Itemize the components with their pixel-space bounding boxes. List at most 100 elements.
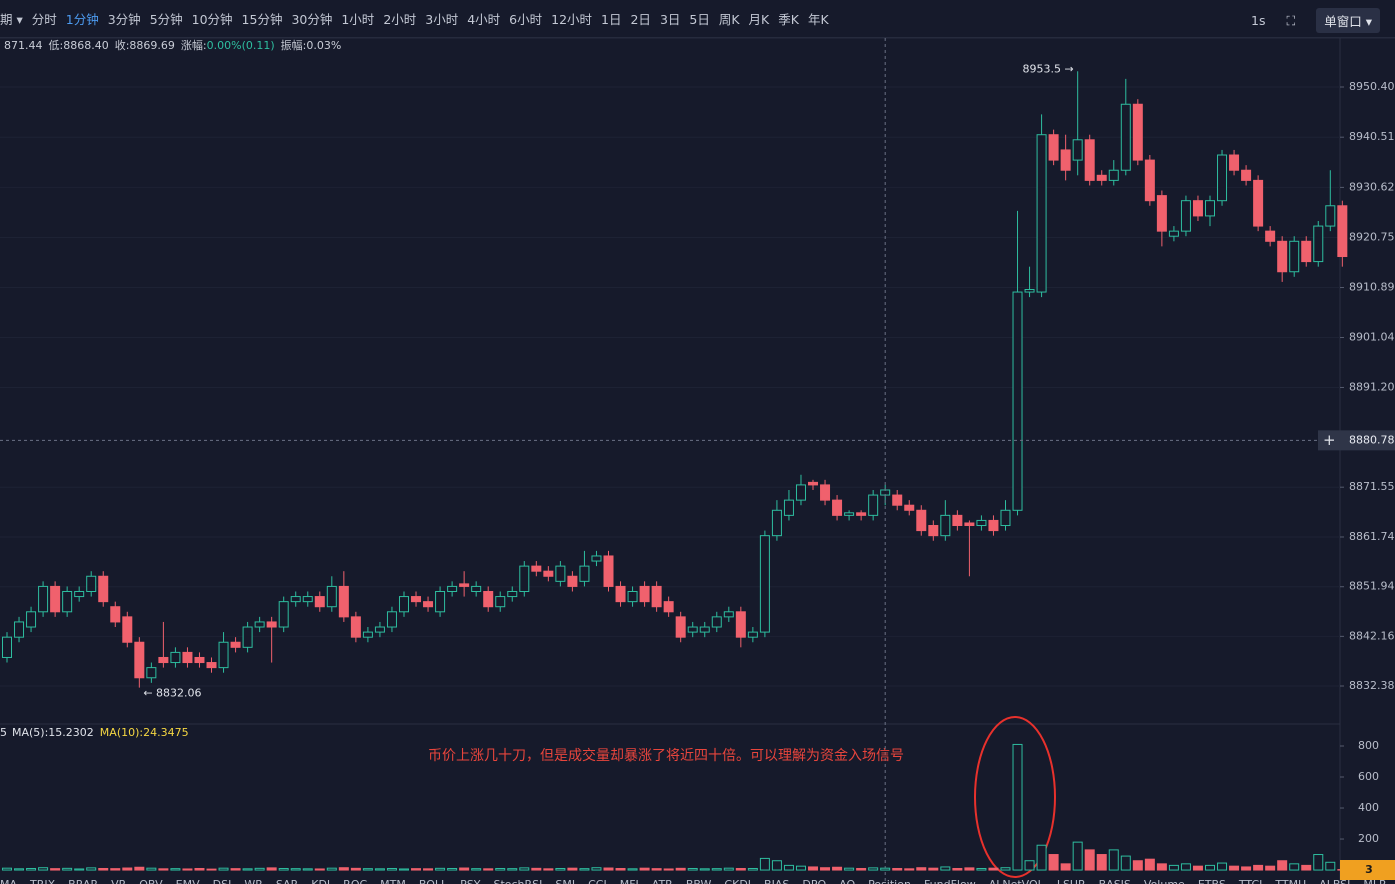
volume-bar	[230, 868, 241, 871]
volume-bar	[1156, 863, 1167, 871]
indicator-tab[interactable]: MFI	[620, 878, 639, 884]
interval[interactable]: 周K	[718, 12, 740, 27]
candle-body	[98, 575, 109, 603]
volume-bar	[1205, 864, 1215, 871]
indicator-tab[interactable]: TTMU	[1274, 878, 1306, 884]
interval[interactable]: 6小时	[509, 12, 543, 27]
volume-bar	[182, 868, 193, 871]
interval[interactable]: 1日	[601, 12, 622, 27]
indicator-tab[interactable]: BIAS	[764, 878, 789, 884]
info-text: 收:8869.69	[115, 38, 175, 52]
interval[interactable]: 4小时	[467, 12, 501, 27]
interval[interactable]: 年K	[807, 12, 829, 27]
volume-bar	[471, 868, 482, 871]
period[interactable]: 期 ▾	[0, 12, 23, 27]
interval[interactable]: 季K	[778, 12, 799, 27]
indicator-tab[interactable]: DSI	[213, 878, 232, 884]
indicator-tab[interactable]: CCI	[588, 878, 607, 884]
volume-bar	[687, 867, 698, 871]
indicator-tab[interactable]: AO	[839, 878, 855, 884]
window-button[interactable]: 单窗口 ▾	[1316, 8, 1380, 33]
info-text: 0.00%(0.11)	[207, 39, 275, 52]
indicator-tab[interactable]: MTM	[380, 878, 406, 884]
interval[interactable]: 月K	[748, 12, 770, 27]
indicator-tab[interactable]: EMV	[176, 878, 200, 884]
interval[interactable]: 10分钟	[191, 12, 233, 27]
indicator-tab[interactable]: MLR	[1363, 878, 1387, 884]
indicator-tab[interactable]: FundFlow	[924, 878, 976, 884]
interval[interactable]: 2日	[630, 12, 651, 27]
indicator-tab[interactable]: SMI	[555, 878, 575, 884]
candle-body	[447, 585, 458, 592]
indicator-tab[interactable]: CKDJ	[724, 878, 751, 884]
indicator-tab[interactable]: TRIX	[29, 878, 56, 884]
indicator-tab[interactable]: ALNetVOL	[989, 878, 1045, 884]
interval[interactable]: 5日	[689, 12, 710, 27]
interval[interactable]: 分时	[31, 12, 57, 27]
indicator-tab[interactable]: OBV	[139, 878, 163, 884]
candle-body	[194, 656, 205, 664]
interval[interactable]: 2小时	[383, 12, 417, 27]
volume-bar	[1072, 841, 1083, 871]
indicator-tab[interactable]: Position	[868, 878, 911, 884]
indicator-tab[interactable]: WR	[244, 878, 263, 884]
indicator-tab[interactable]: Volume	[1144, 878, 1185, 884]
candle-body	[386, 611, 397, 628]
indicator-tab[interactable]: MA	[0, 878, 17, 884]
volume-bar	[555, 867, 566, 871]
candle-body	[771, 509, 782, 537]
indicator-tab[interactable]: BBW	[686, 878, 712, 884]
indicator-tab[interactable]: BRAR	[68, 878, 98, 884]
candle-body	[1265, 230, 1276, 242]
volume-bar	[495, 867, 506, 871]
indicator-tab[interactable]: BOLL	[419, 878, 448, 884]
candle-body	[302, 596, 313, 603]
candle-body	[206, 662, 217, 669]
volume-bar	[170, 868, 181, 871]
volume-bar	[194, 867, 205, 871]
candle-body	[182, 651, 193, 664]
candle-body	[62, 590, 73, 613]
indicator-tab[interactable]: ETBS	[1198, 878, 1226, 884]
indicator-tab[interactable]: SAR	[276, 878, 299, 884]
candle-body	[290, 596, 301, 603]
volume-bar	[302, 868, 313, 871]
candle-body	[795, 484, 806, 501]
interval[interactable]: 12小时	[551, 12, 593, 27]
indicator-tab[interactable]: BASIS	[1099, 878, 1131, 884]
indicator-tab[interactable]: PSY	[460, 878, 481, 884]
interval[interactable]: 15分钟	[241, 12, 283, 27]
indicator-tab[interactable]: DPO	[802, 878, 826, 884]
interval[interactable]: 5分钟	[149, 12, 183, 27]
indicator-tab[interactable]: TTCI	[1238, 878, 1263, 884]
indicator-tab[interactable]: VR	[111, 878, 127, 884]
interval[interactable]: 30分钟	[291, 12, 333, 27]
indicator-tab[interactable]: ALBSI	[1319, 878, 1350, 884]
interval[interactable]: 3分钟	[107, 12, 141, 27]
interval[interactable]: 3小时	[425, 12, 459, 27]
volume-bar	[435, 867, 446, 871]
volume-bar	[615, 867, 626, 871]
volume-bar	[856, 867, 867, 871]
ma-label: MA(10):24.3475	[100, 726, 189, 739]
interval[interactable]: 3日	[659, 12, 681, 27]
volume-bar	[290, 868, 301, 871]
candle-body	[2, 636, 12, 658]
interval[interactable]: 1分钟	[65, 12, 99, 27]
indicator-tab[interactable]: StochRSI	[493, 878, 542, 884]
current-volume: 3	[1365, 863, 1373, 876]
volume-bar	[1253, 864, 1264, 871]
indicator-tab[interactable]: ROC	[343, 878, 367, 884]
interval[interactable]: 1小时	[341, 12, 375, 27]
volume-bar	[747, 867, 758, 871]
refresh[interactable]: 1s	[1251, 13, 1266, 28]
indicator-tab[interactable]: LSUR	[1057, 878, 1086, 884]
candle-body	[928, 525, 939, 537]
candle-body	[1277, 240, 1288, 273]
indicator-tab[interactable]: KDJ	[311, 878, 330, 884]
indicator-tab[interactable]: ATR	[652, 878, 673, 884]
candle-body	[711, 616, 722, 628]
fullscreen-icon[interactable]: ⛶	[1286, 12, 1296, 28]
